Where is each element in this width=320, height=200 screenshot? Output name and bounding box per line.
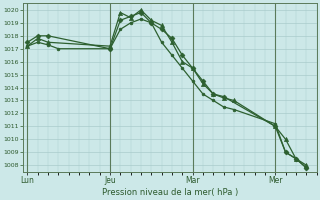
X-axis label: Pression niveau de la mer( hPa ): Pression niveau de la mer( hPa ) [102, 188, 238, 197]
